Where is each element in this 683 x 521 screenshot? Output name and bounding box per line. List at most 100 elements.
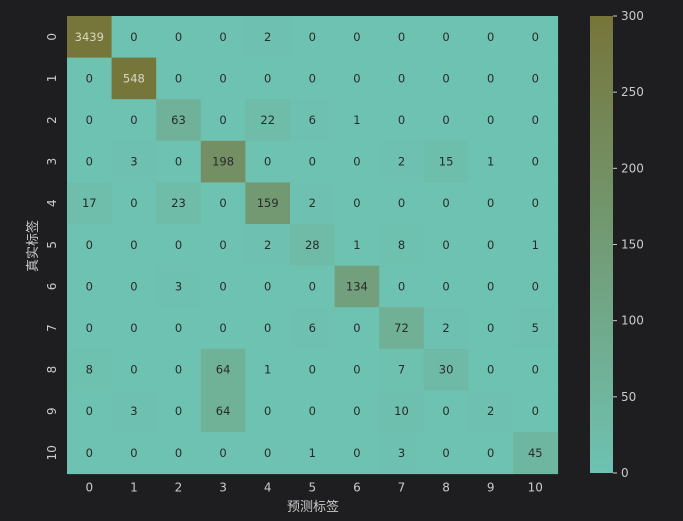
y-tick-label: 7 <box>45 324 59 332</box>
heatmap-cell <box>156 265 202 308</box>
heatmap-cell <box>200 182 246 225</box>
cell-value-label: 0 <box>219 238 226 252</box>
heatmap-cell <box>334 348 380 391</box>
cell-value-label: 8 <box>86 363 93 377</box>
cell-value-label: 3 <box>175 279 182 293</box>
cell-value-label: 0 <box>309 363 316 377</box>
heatmap-cell <box>156 57 202 100</box>
heatmap-cell <box>334 224 380 267</box>
heatmap-cell <box>67 99 113 142</box>
heatmap-cell <box>423 390 469 433</box>
cell-value-label: 0 <box>130 446 137 460</box>
cell-value-label: 0 <box>219 30 226 44</box>
cell-value-label: 0 <box>353 446 360 460</box>
cell-value-label: 5 <box>532 321 539 335</box>
heatmap-cell <box>334 307 380 350</box>
cell-value-label: 0 <box>353 363 360 377</box>
cell-value-label: 0 <box>219 113 226 127</box>
heatmap-cell <box>513 348 559 391</box>
cell-value-label: 0 <box>442 279 449 293</box>
cell-value-label: 0 <box>175 71 182 85</box>
heatmap-cell <box>423 307 469 350</box>
heatmap-cell <box>423 432 469 475</box>
cell-value-label: 17 <box>82 196 97 210</box>
cell-value-label: 0 <box>532 279 539 293</box>
x-tick-label: 3 <box>219 481 227 495</box>
cell-value-label: 0 <box>86 113 93 127</box>
cell-value-label: 0 <box>442 446 449 460</box>
heatmap-cell <box>513 99 559 142</box>
cell-value-label: 0 <box>353 321 360 335</box>
cell-value-label: 2 <box>487 404 494 418</box>
x-axis-label: 预测标签 <box>287 499 339 515</box>
x-tick-label: 7 <box>398 481 406 495</box>
heatmap-cell <box>334 182 380 225</box>
cell-value-label: 0 <box>487 113 494 127</box>
heatmap-cell <box>200 307 246 350</box>
cell-value-label: 2 <box>442 321 449 335</box>
cell-value-label: 0 <box>442 113 449 127</box>
heatmap-cell <box>245 182 291 225</box>
heatmap-cell <box>334 57 380 100</box>
cell-value-label: 6 <box>309 113 316 127</box>
heatmap-cell <box>379 182 425 225</box>
cell-value-label: 0 <box>487 321 494 335</box>
colorbar-tick-label: 50 <box>621 390 636 404</box>
cell-value-label: 0 <box>442 404 449 418</box>
heatmap-cell <box>379 432 425 475</box>
cell-value-label: 1 <box>353 238 360 252</box>
heatmap-cell <box>67 348 113 391</box>
cell-value-label: 0 <box>353 71 360 85</box>
y-tick-label: 0 <box>45 33 59 41</box>
cell-value-label: 2 <box>398 155 405 169</box>
heatmap-cell <box>290 224 336 267</box>
y-tick-label: 4 <box>45 199 59 207</box>
cell-value-label: 8 <box>398 238 405 252</box>
cell-value-label: 0 <box>487 196 494 210</box>
cell-value-label: 2 <box>264 30 271 44</box>
cell-value-label: 0 <box>487 279 494 293</box>
cell-value-label: 0 <box>487 71 494 85</box>
heatmap-cell <box>156 348 202 391</box>
cell-value-label: 0 <box>487 363 494 377</box>
heatmap-cell <box>513 140 559 183</box>
heatmap-cell <box>513 16 559 59</box>
cell-value-label: 0 <box>86 404 93 418</box>
heatmap-cell <box>200 348 246 391</box>
cell-value-label: 10 <box>394 404 409 418</box>
cell-value-label: 7 <box>398 363 405 377</box>
heatmap-cell <box>290 265 336 308</box>
cell-value-label: 0 <box>353 196 360 210</box>
cell-value-label: 0 <box>175 238 182 252</box>
cell-value-label: 0 <box>86 155 93 169</box>
heatmap-cell <box>200 16 246 59</box>
cell-value-label: 28 <box>305 238 320 252</box>
heatmap-cell <box>111 265 157 308</box>
cell-value-label: 72 <box>394 321 409 335</box>
x-tick-label: 2 <box>175 481 183 495</box>
cell-value-label: 134 <box>346 279 368 293</box>
heatmap-cell <box>423 140 469 183</box>
colorbar-tick-label: 150 <box>621 238 644 252</box>
cell-value-label: 3 <box>130 404 137 418</box>
heatmap-cell <box>423 99 469 142</box>
cell-value-label: 0 <box>309 404 316 418</box>
cell-value-label: 23 <box>171 196 186 210</box>
heatmap-cell <box>290 432 336 475</box>
y-axis-label: 真实标签 <box>25 220 41 272</box>
heatmap-cell <box>245 265 291 308</box>
cell-value-label: 0 <box>398 279 405 293</box>
cell-value-label: 3439 <box>75 30 104 44</box>
heatmap-cell <box>156 99 202 142</box>
cell-value-label: 0 <box>86 446 93 460</box>
heatmap-cell <box>200 99 246 142</box>
heatmap-cell <box>67 224 113 267</box>
cell-value-label: 0 <box>264 71 271 85</box>
heatmap-cell <box>67 390 113 433</box>
x-tick-label: 5 <box>308 481 316 495</box>
heatmap-cell <box>245 57 291 100</box>
heatmap-cell <box>156 390 202 433</box>
x-tick-label: 10 <box>528 481 543 495</box>
colorbar-ticks: 0 50 100 150 200 250 300 <box>613 9 644 480</box>
colorbar <box>590 16 613 473</box>
